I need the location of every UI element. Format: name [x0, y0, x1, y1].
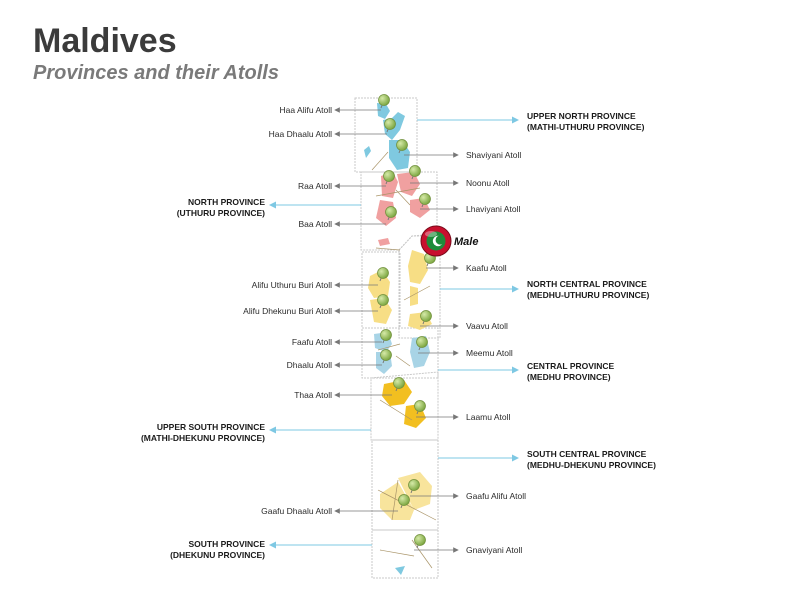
- label-haa-alifu: Haa Alifu Atoll: [280, 105, 333, 115]
- north-islet: [378, 238, 390, 246]
- map-pin-icon[interactable]: [414, 400, 426, 415]
- label-lhaviyani: Lhaviyani Atoll: [466, 204, 520, 214]
- province-south-central-name: SOUTH CENTRAL PROVINCE: [527, 449, 647, 459]
- atoll-pins: [377, 94, 436, 549]
- label-meemu: Meemu Atoll: [466, 348, 513, 358]
- map-pin-icon[interactable]: [416, 336, 428, 351]
- map-pin-icon[interactable]: [414, 534, 426, 549]
- capital-marker[interactable]: Male: [420, 225, 478, 257]
- province-central-name: CENTRAL PROVINCE: [527, 361, 615, 371]
- map-pin-icon[interactable]: [393, 377, 405, 392]
- label-thaa: Thaa Atoll: [294, 390, 332, 400]
- map-pin-icon[interactable]: [385, 206, 397, 221]
- province-north-central-alt: (MEDHU-UTHURU PROVINCE): [527, 290, 649, 300]
- label-shaviyani: Shaviyani Atoll: [466, 150, 521, 160]
- province-upper-south-alt: (MATHI-DHEKUNU PROVINCE): [141, 433, 265, 443]
- label-faafu: Faafu Atoll: [292, 337, 332, 347]
- label-gaafu-dhaalu: Gaafu Dhaalu Atoll: [261, 506, 332, 516]
- province-north-central-name: NORTH CENTRAL PROVINCE: [527, 279, 647, 289]
- label-noonu: Noonu Atoll: [466, 178, 510, 188]
- province-upper-north-name: UPPER NORTH PROVINCE: [527, 111, 636, 121]
- label-alifu-dhekunu-buri: Alifu Dhekunu Buri Atoll: [243, 306, 332, 316]
- map-pin-icon[interactable]: [409, 165, 421, 180]
- haa-alifu-shape: [377, 103, 390, 119]
- province-central-alt: (MEDHU PROVINCE): [527, 372, 611, 382]
- label-gnaviyani: Gnaviyani Atoll: [466, 545, 522, 555]
- label-raa: Raa Atoll: [298, 181, 332, 191]
- thaa-shape: [382, 380, 412, 406]
- label-dhaalu: Dhaalu Atoll: [287, 360, 332, 370]
- label-laamu: Laamu Atoll: [466, 412, 511, 422]
- province-south-alt: (DHEKUNU PROVINCE): [170, 550, 265, 560]
- label-vaavu: Vaavu Atoll: [466, 321, 508, 331]
- province-upper-south-name: UPPER SOUTH PROVINCE: [157, 422, 265, 432]
- frame-north-central: [398, 235, 441, 339]
- label-alifu-uthuru-buri: Alifu Uthuru Buri Atoll: [252, 280, 332, 290]
- province-south-name: SOUTH PROVINCE: [188, 539, 265, 549]
- map-pin-icon[interactable]: [380, 349, 392, 364]
- noonu-shape: [397, 172, 420, 196]
- gaafu-alifu-shape: [398, 472, 432, 510]
- map-pin-icon[interactable]: [380, 329, 392, 344]
- map-pin-icon[interactable]: [420, 310, 432, 325]
- province-labels: UPPER NORTH PROVINCE (MATHI-UTHURU PROVI…: [141, 111, 656, 560]
- kaafu-south-shape: [410, 286, 418, 306]
- label-haa-dhaalu: Haa Dhaalu Atoll: [269, 129, 332, 139]
- map-subtitle: Provinces and their Atolls: [33, 62, 279, 84]
- map-pin-icon[interactable]: [396, 139, 408, 154]
- map-pin-icon[interactable]: [384, 118, 396, 133]
- province-arrows: [269, 116, 519, 549]
- capital-label: Male: [454, 236, 478, 248]
- maldives-flag-icon: [420, 225, 452, 257]
- map-pin-icon[interactable]: [377, 294, 389, 309]
- frame-south: [371, 529, 439, 579]
- map-title: Maldives: [33, 22, 177, 60]
- map-pin-icon[interactable]: [419, 193, 431, 208]
- atoll-labels: Haa Alifu Atoll Haa Dhaalu Atoll Shaviya…: [243, 105, 526, 555]
- province-south-central-alt: (MEDHU-DHEKUNU PROVINCE): [527, 460, 656, 470]
- map-pin-icon[interactable]: [378, 94, 390, 109]
- province-north-alt: (UTHURU PROVINCE): [177, 208, 265, 218]
- label-kaafu: Kaafu Atoll: [466, 263, 507, 273]
- province-upper-north-alt: (MATHI-UTHURU PROVINCE): [527, 122, 645, 132]
- map-pin-icon[interactable]: [377, 267, 389, 282]
- map-pin-icon[interactable]: [408, 479, 420, 494]
- label-gaafu-alifu: Gaafu Alifu Atoll: [466, 491, 526, 501]
- label-baa: Baa Atoll: [298, 219, 332, 229]
- map-pin-icon[interactable]: [383, 170, 395, 185]
- province-north-name: NORTH PROVINCE: [188, 197, 265, 207]
- kaafu-shape: [408, 250, 428, 284]
- upper-north-islet: [364, 146, 371, 158]
- gnaviyani-shape: [395, 566, 405, 575]
- gaafu-dhaalu-shape: [380, 482, 414, 520]
- map-pin-icon[interactable]: [398, 494, 410, 509]
- atoll-arrows: [334, 107, 459, 553]
